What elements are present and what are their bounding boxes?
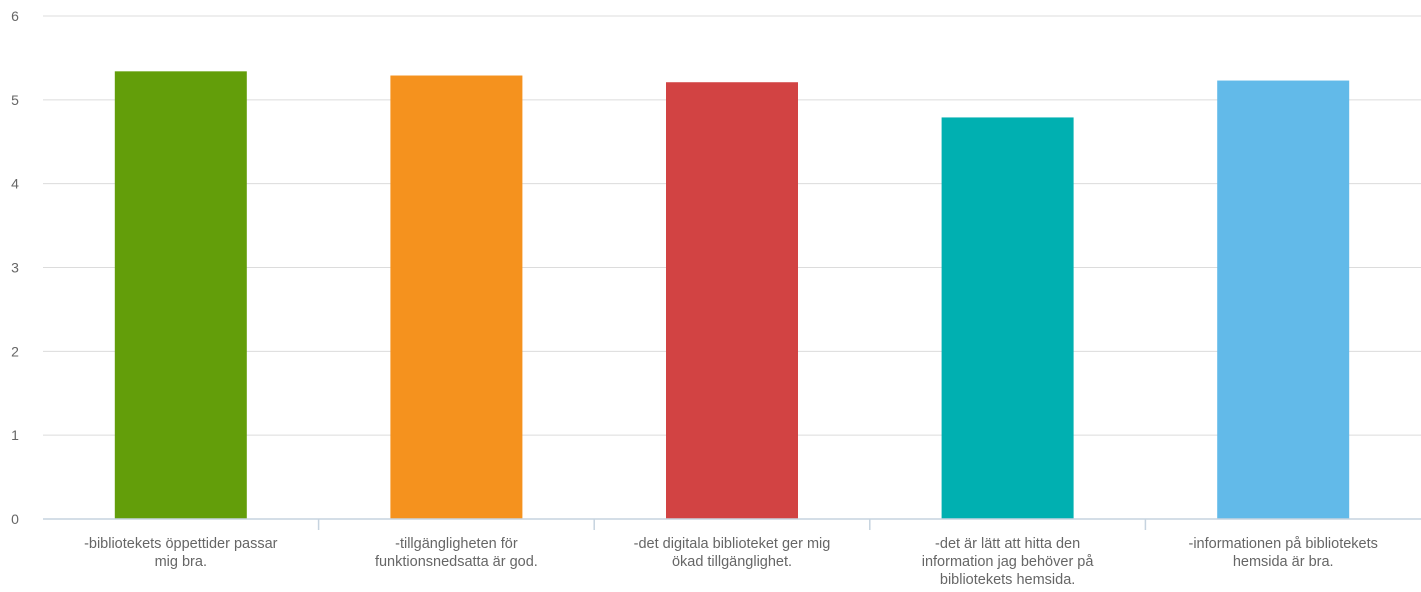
x-tick-label: -tillgängligheten för funktionsnedsatta ä… xyxy=(375,536,538,570)
bar xyxy=(666,82,798,519)
x-axis-ticks: -bibliotekets öppettider passar mig bra. -… xyxy=(84,536,1378,588)
bar xyxy=(114,71,247,519)
y-tick-label: 5 xyxy=(11,92,19,108)
x-tick-label: -det är lätt att hitta den information ja… xyxy=(922,536,1095,588)
y-tick-label: 1 xyxy=(11,427,19,443)
bar xyxy=(1217,80,1350,519)
x-tick-label: -informationen på bibliotekets hemsida är… xyxy=(1188,536,1377,570)
bar xyxy=(941,117,1074,520)
y-tick-label: 6 xyxy=(11,8,19,24)
y-axis-ticks: 0 1 2 3 4 5 6 xyxy=(11,8,19,527)
y-tick-label: 0 xyxy=(11,511,19,527)
bars xyxy=(114,71,1350,520)
bar xyxy=(390,75,523,519)
x-tick-label: -bibliotekets öppettider passar mig bra. xyxy=(84,536,278,570)
x-axis xyxy=(43,518,1421,530)
y-tick-label: 2 xyxy=(11,343,19,359)
y-tick-label: 3 xyxy=(11,260,19,276)
x-tick-label: -det digitala biblioteket ger mig ökad ti… xyxy=(634,536,831,570)
y-tick-label: 4 xyxy=(11,176,19,192)
